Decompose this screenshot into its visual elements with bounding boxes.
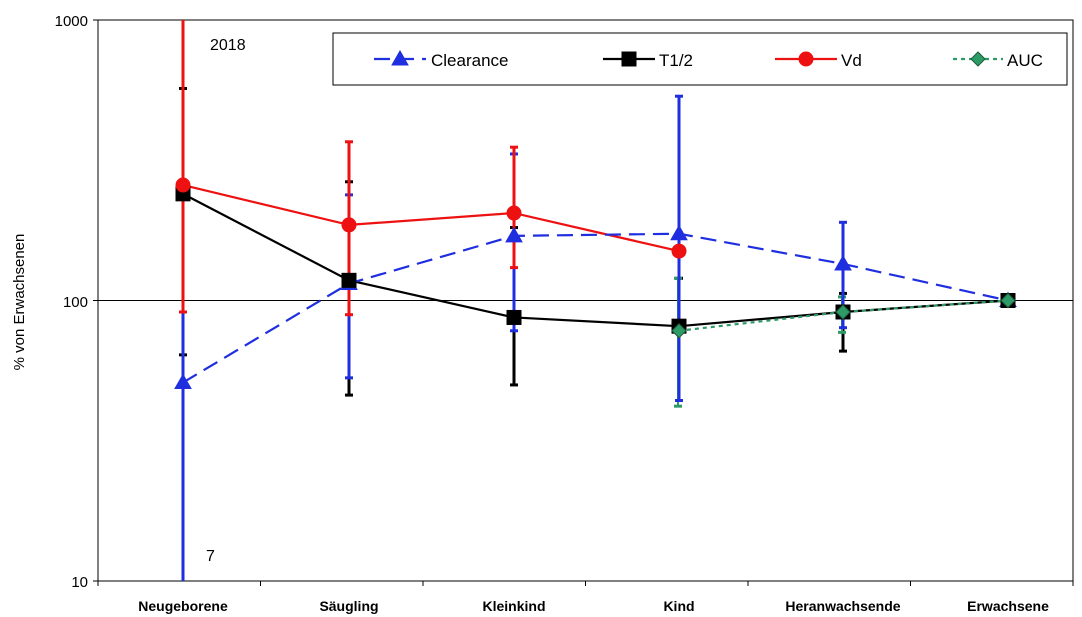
legend-marker-t12	[621, 51, 637, 67]
data-point-vd-kleinkind	[506, 205, 522, 221]
series-line-clearance	[182, 232, 1009, 384]
series-line-vd	[182, 183, 680, 253]
data-point-t12-kleinkind	[506, 309, 522, 325]
annotation-lower-value: 7	[206, 548, 215, 565]
legend-label-vd: Vd	[841, 51, 862, 70]
legend-label-auc: AUC	[1007, 51, 1043, 70]
data-point-vd-kind	[671, 243, 687, 259]
data-point-vd-sugling	[341, 217, 357, 233]
y-tick-label-1000: 1000	[55, 13, 88, 30]
data-point-t12-sugling	[341, 272, 357, 288]
data-point-clearance-kind	[670, 224, 688, 241]
y-axis-label: % von Erwachsenen	[11, 234, 28, 371]
y-tick-label-10: 10	[71, 574, 88, 591]
legend-label-clearance: Clearance	[431, 51, 509, 70]
x-tick-label-saeugling: Säugling	[319, 598, 378, 614]
legend-marker-auc	[970, 51, 986, 67]
data-point-clearance-neugeborene	[174, 373, 192, 390]
data-point-auc-erwachsene	[1000, 292, 1016, 309]
legend-box	[332, 32, 1068, 86]
y-tick-label-100: 100	[63, 294, 88, 311]
legend-marker-clearance	[391, 49, 409, 66]
x-tick-label-kleinkind: Kleinkind	[482, 598, 545, 614]
x-tick-label-kind: Kind	[663, 598, 694, 614]
x-tick-label-heranwachsende: Heranwachsende	[785, 598, 900, 614]
data-point-vd-neugeborene	[175, 177, 191, 193]
x-tick-label-erwachsene: Erwachsene	[967, 598, 1049, 614]
data-point-auc-kind	[671, 323, 687, 339]
legend-label-t12: T1/2	[659, 51, 693, 70]
legend: Clearance T1/2 Vd AUC	[332, 32, 1068, 86]
x-tick-label-neugeborene: Neugeborene	[138, 598, 228, 614]
annotation-upper-value: 2018	[210, 37, 246, 54]
data-point-clearance-heranwachsende	[834, 254, 852, 271]
data-point-clearance-kleinkind	[505, 226, 523, 243]
legend-marker-vd	[798, 51, 814, 67]
series-line-auc	[678, 299, 1009, 332]
data-point-auc-heranwachsende	[835, 304, 851, 320]
